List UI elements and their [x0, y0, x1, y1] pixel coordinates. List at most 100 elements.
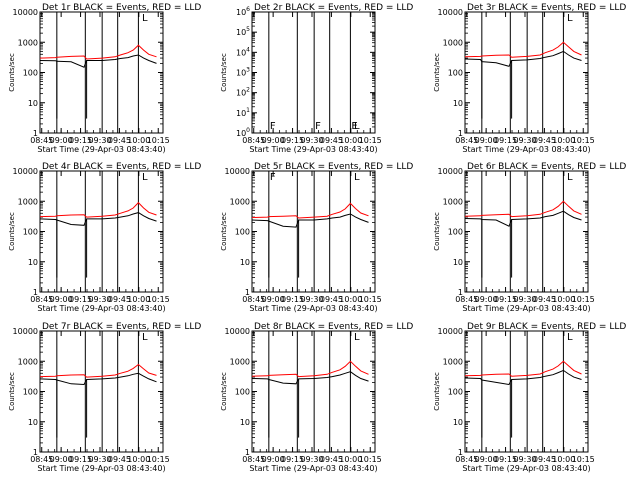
x-tick-label: 08:45	[30, 295, 53, 304]
y-tick-label: 100	[23, 388, 38, 397]
panel-det-5: Det 5r BLACK = Events, RED = LLD 1 10 100 10…	[220, 162, 413, 313]
x-tick-label: 09:30	[513, 295, 536, 304]
x-tick-label: 09:00	[475, 455, 498, 464]
x-tick-label: 09:45	[533, 455, 556, 464]
x-tick-label: 08:45	[455, 136, 478, 145]
y-tick-label: 100	[448, 388, 463, 397]
x-axis-label: Start Time (29-Apr-03 08:43:40)	[37, 145, 165, 154]
series-events	[251, 371, 369, 385]
y-tick-label: 106	[236, 6, 250, 17]
event-marker: L	[354, 121, 360, 132]
x-tick-label: 09:00	[475, 295, 498, 304]
x-tick-label: 10:15	[147, 136, 170, 145]
x-tick-label: 10:15	[359, 295, 382, 304]
y-tick-label: 10	[28, 258, 38, 267]
x-tick-label: 09:30	[300, 295, 323, 304]
x-tick-label: 09:15	[69, 136, 92, 145]
event-marker: F	[315, 121, 321, 132]
x-tick-label: 09:00	[475, 136, 498, 145]
plot-frame	[251, 330, 376, 453]
x-axis-label: Start Time (29-Apr-03 08:43:40)	[37, 464, 165, 473]
y-axis-label: Counts/sec	[220, 53, 228, 92]
y-tick-label: 100	[448, 228, 463, 237]
event-marker: L	[567, 332, 573, 343]
y-tick-label: 1	[33, 288, 38, 297]
y-tick-label: 10000	[13, 167, 38, 176]
y-tick-label: 10000	[13, 8, 38, 17]
y-axis-label: Counts/sec	[220, 372, 228, 411]
series-lld	[251, 360, 369, 378]
x-axis-label: Start Time (29-Apr-03 08:43:40)	[462, 145, 590, 154]
x-tick-label: 09:15	[281, 295, 304, 304]
series-lld	[39, 44, 157, 60]
event-marker: L	[567, 172, 573, 183]
x-axis-label: Start Time (29-Apr-03 08:43:40)	[249, 304, 377, 313]
y-tick-label: 100	[235, 388, 250, 397]
x-axis-label: Start Time (29-Apr-03 08:43:40)	[249, 145, 377, 154]
plot-frame	[39, 330, 164, 453]
y-tick-label: 104	[236, 46, 250, 57]
y-tick-label: 1000	[230, 357, 250, 366]
panel-title: Det 4r BLACK = Events, RED = LLD	[42, 162, 201, 172]
series-events	[39, 372, 157, 386]
y-tick-label: 10	[28, 418, 38, 427]
x-tick-label: 10:00	[552, 136, 575, 145]
y-axis-label: Counts/sec	[8, 53, 16, 92]
x-tick-label: 09:15	[494, 455, 517, 464]
x-tick-label: 09:30	[513, 136, 536, 145]
y-tick-label: 1	[458, 448, 463, 457]
x-tick-label: 08:45	[30, 136, 53, 145]
plot-frame	[39, 11, 164, 134]
event-marker: E	[351, 121, 357, 132]
y-tick-label: 1000	[443, 357, 463, 366]
y-tick-label: 1	[458, 129, 463, 138]
y-tick-label: 10	[240, 418, 250, 427]
y-tick-label: 1000	[443, 38, 463, 47]
x-tick-label: 10:00	[127, 295, 150, 304]
series-events	[464, 210, 582, 227]
y-tick-label: 10000	[438, 327, 463, 336]
x-tick-label: 09:00	[50, 295, 73, 304]
y-tick-label: 100	[23, 228, 38, 237]
y-tick-label: 1000	[443, 197, 463, 206]
y-tick-label: 105	[236, 26, 250, 37]
x-tick-label: 09:30	[513, 455, 536, 464]
series-events	[464, 50, 582, 67]
plot-frame	[464, 330, 589, 453]
series-events	[251, 213, 369, 228]
panel-title: Det 1r BLACK = Events, RED = LLD	[42, 3, 201, 13]
x-tick-label: 10:00	[339, 455, 362, 464]
series-lld	[464, 360, 582, 377]
panel-title: Det 6r BLACK = Events, RED = LLD	[467, 162, 626, 172]
y-tick-label: 10000	[225, 327, 250, 336]
x-tick-label: 09:30	[300, 455, 323, 464]
plot-frame	[464, 11, 589, 134]
x-tick-label: 10:15	[147, 455, 170, 464]
x-tick-label: 09:45	[108, 295, 131, 304]
x-tick-label: 10:00	[127, 136, 150, 145]
series-lld	[39, 201, 157, 218]
y-tick-label: 10	[28, 99, 38, 108]
event-marker: L	[142, 13, 148, 24]
x-tick-label: 08:45	[30, 455, 53, 464]
x-tick-label: 09:00	[50, 136, 73, 145]
x-tick-label: 09:45	[533, 136, 556, 145]
event-marker: L	[354, 172, 360, 183]
x-tick-label: 09:30	[88, 136, 111, 145]
x-tick-label: 10:00	[552, 455, 575, 464]
x-tick-label: 10:15	[147, 295, 170, 304]
y-tick-label: 1	[245, 448, 250, 457]
x-tick-label: 09:45	[533, 295, 556, 304]
series-lld	[464, 41, 582, 58]
panel-title: Det 7r BLACK = Events, RED = LLD	[42, 322, 201, 332]
y-axis-label: Counts/sec	[433, 212, 441, 251]
x-tick-label: 09:15	[494, 136, 517, 145]
panel-det-4: Det 4r BLACK = Events, RED = LLD 1 10 100 10…	[8, 162, 201, 313]
y-tick-label: 10	[453, 418, 463, 427]
x-tick-label: 10:00	[127, 455, 150, 464]
series-events	[39, 54, 157, 68]
plot-frame	[251, 170, 376, 293]
y-axis-label: Counts/sec	[433, 372, 441, 411]
x-tick-label: 09:15	[281, 455, 304, 464]
